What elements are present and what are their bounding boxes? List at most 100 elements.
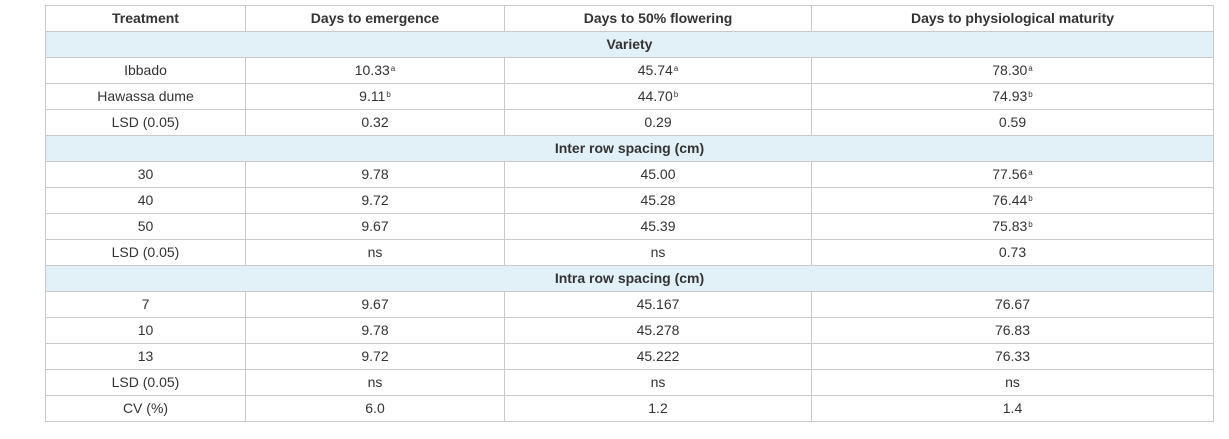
- cell-value: 74.93: [992, 88, 1028, 104]
- significance-letter: b: [1028, 90, 1033, 99]
- section-label: Inter row spacing (cm): [45, 135, 1214, 162]
- cell-value: 76.67: [994, 296, 1031, 312]
- table-row: 30 9.78 45.00 77.56a: [45, 161, 1214, 188]
- table-row: 7 9.67 45.167 76.67: [45, 291, 1214, 318]
- cell-value: ns: [1005, 374, 1020, 390]
- value-cell: 76.33: [811, 343, 1214, 370]
- value-cell: 77.56a: [811, 161, 1214, 188]
- cell-value: 30: [137, 166, 154, 182]
- table-body: Variety Ibbado 10.33a 45.74a 78.30a Hawassa d…: [45, 31, 1214, 422]
- cell-value: LSD (0.05): [111, 114, 180, 130]
- cell-value: 9.11: [359, 88, 386, 104]
- table-row: CV (%) 6.0 1.2 1.4: [45, 395, 1214, 422]
- value-cell: 10.33a: [245, 57, 505, 84]
- cell-value: 0.59: [998, 114, 1027, 130]
- cell-value: 1.4: [1002, 400, 1023, 416]
- value-cell: 9.72: [245, 343, 505, 370]
- header-days-to-emergence: Days to emergence: [245, 5, 505, 32]
- cell-value: ns: [367, 374, 383, 390]
- significance-letter: b: [1028, 220, 1033, 229]
- significance-letter: a: [1028, 168, 1033, 177]
- value-cell: 45.222: [504, 343, 812, 370]
- cell-value: 78.30: [992, 62, 1028, 78]
- treatment-cell: Ibbado: [45, 57, 246, 84]
- cell-value: 0.73: [998, 244, 1027, 260]
- treatment-cell: CV (%): [45, 395, 246, 422]
- significance-letter: a: [673, 64, 679, 73]
- cell-value: 9.78: [361, 322, 389, 338]
- value-cell: 9.78: [245, 161, 505, 188]
- cell-value: 6.0: [365, 400, 385, 416]
- table-container: Treatment Days to emergence Days to 50% …: [45, 5, 1214, 422]
- significance-letter: b: [386, 90, 391, 99]
- cell-value: 13: [137, 348, 154, 364]
- treatment-cell: 50: [45, 213, 246, 240]
- value-cell: 0.32: [245, 109, 505, 136]
- cell-value: 45.278: [636, 322, 680, 338]
- treatment-cell: LSD (0.05): [45, 369, 246, 396]
- cell-value: ns: [650, 244, 666, 260]
- table-row: Ibbado 10.33a 45.74a 78.30a: [45, 57, 1214, 84]
- treatment-cell: Hawassa dume: [45, 83, 246, 110]
- header-row: Treatment Days to emergence Days to 50% …: [45, 5, 1214, 32]
- cell-value: 45.28: [640, 192, 676, 208]
- cell-value: LSD (0.05): [111, 374, 180, 390]
- value-cell: ns: [245, 369, 505, 396]
- value-cell: ns: [245, 239, 505, 266]
- table-row: 50 9.67 45.39 75.83b: [45, 213, 1214, 240]
- cell-value: 75.83: [992, 218, 1028, 234]
- value-cell: 78.30a: [811, 57, 1214, 84]
- value-cell: 1.4: [811, 395, 1214, 422]
- value-cell: 45.167: [504, 291, 812, 318]
- value-cell: 44.70b: [504, 83, 812, 110]
- cell-value: 1.2: [648, 400, 668, 416]
- header-treatment: Treatment: [45, 5, 246, 32]
- cell-value: 0.29: [644, 114, 672, 130]
- value-cell: 1.2: [504, 395, 812, 422]
- section-label: Variety: [45, 31, 1214, 58]
- cell-value: 50: [137, 218, 154, 234]
- value-cell: 0.73: [811, 239, 1214, 266]
- value-cell: 45.00: [504, 161, 812, 188]
- table-row: LSD (0.05) ns ns ns: [45, 369, 1214, 396]
- table-row: LSD (0.05) 0.32 0.29 0.59: [45, 109, 1214, 136]
- value-cell: 6.0: [245, 395, 505, 422]
- treatment-cell: 7: [45, 291, 246, 318]
- value-cell: 76.67: [811, 291, 1214, 318]
- cell-value: 77.56: [992, 166, 1028, 182]
- value-cell: ns: [504, 369, 812, 396]
- value-cell: 45.28: [504, 187, 812, 214]
- cell-value: 45.74: [637, 62, 673, 78]
- cell-value: 9.67: [361, 296, 389, 312]
- cell-value: 76.83: [994, 322, 1031, 338]
- cell-value: 10.33: [354, 62, 390, 78]
- cell-value: 44.70: [637, 88, 673, 104]
- cell-value: 45.00: [640, 166, 676, 182]
- value-cell: 9.78: [245, 317, 505, 344]
- cell-value: ns: [367, 244, 383, 260]
- treatment-cell: 40: [45, 187, 246, 214]
- header-days-to-flowering: Days to 50% flowering: [504, 5, 812, 32]
- cell-value: 9.67: [361, 218, 389, 234]
- value-cell: 9.67: [245, 213, 505, 240]
- section-row: Variety: [45, 31, 1214, 58]
- table-row: 10 9.78 45.278 76.83: [45, 317, 1214, 344]
- table-row: 13 9.72 45.222 76.33: [45, 343, 1214, 370]
- value-cell: 74.93b: [811, 83, 1214, 110]
- treatment-cell: 13: [45, 343, 246, 370]
- significance-letter: b: [673, 90, 679, 99]
- cell-value: 45.222: [636, 348, 680, 364]
- cell-value: Hawassa dume: [97, 88, 194, 104]
- section-row: Intra row spacing (cm): [45, 265, 1214, 292]
- significance-letter: a: [390, 64, 396, 73]
- value-cell: 75.83b: [811, 213, 1214, 240]
- treatment-cell: LSD (0.05): [45, 239, 246, 266]
- significance-letter: b: [1028, 194, 1033, 203]
- table-row: 40 9.72 45.28 76.44b: [45, 187, 1214, 214]
- cell-value: 40: [137, 192, 154, 208]
- cell-value: 9.72: [361, 348, 389, 364]
- value-cell: ns: [504, 239, 812, 266]
- treatment-cell: 10: [45, 317, 246, 344]
- cell-value: 10: [137, 322, 154, 338]
- cell-value: 45.167: [636, 296, 680, 312]
